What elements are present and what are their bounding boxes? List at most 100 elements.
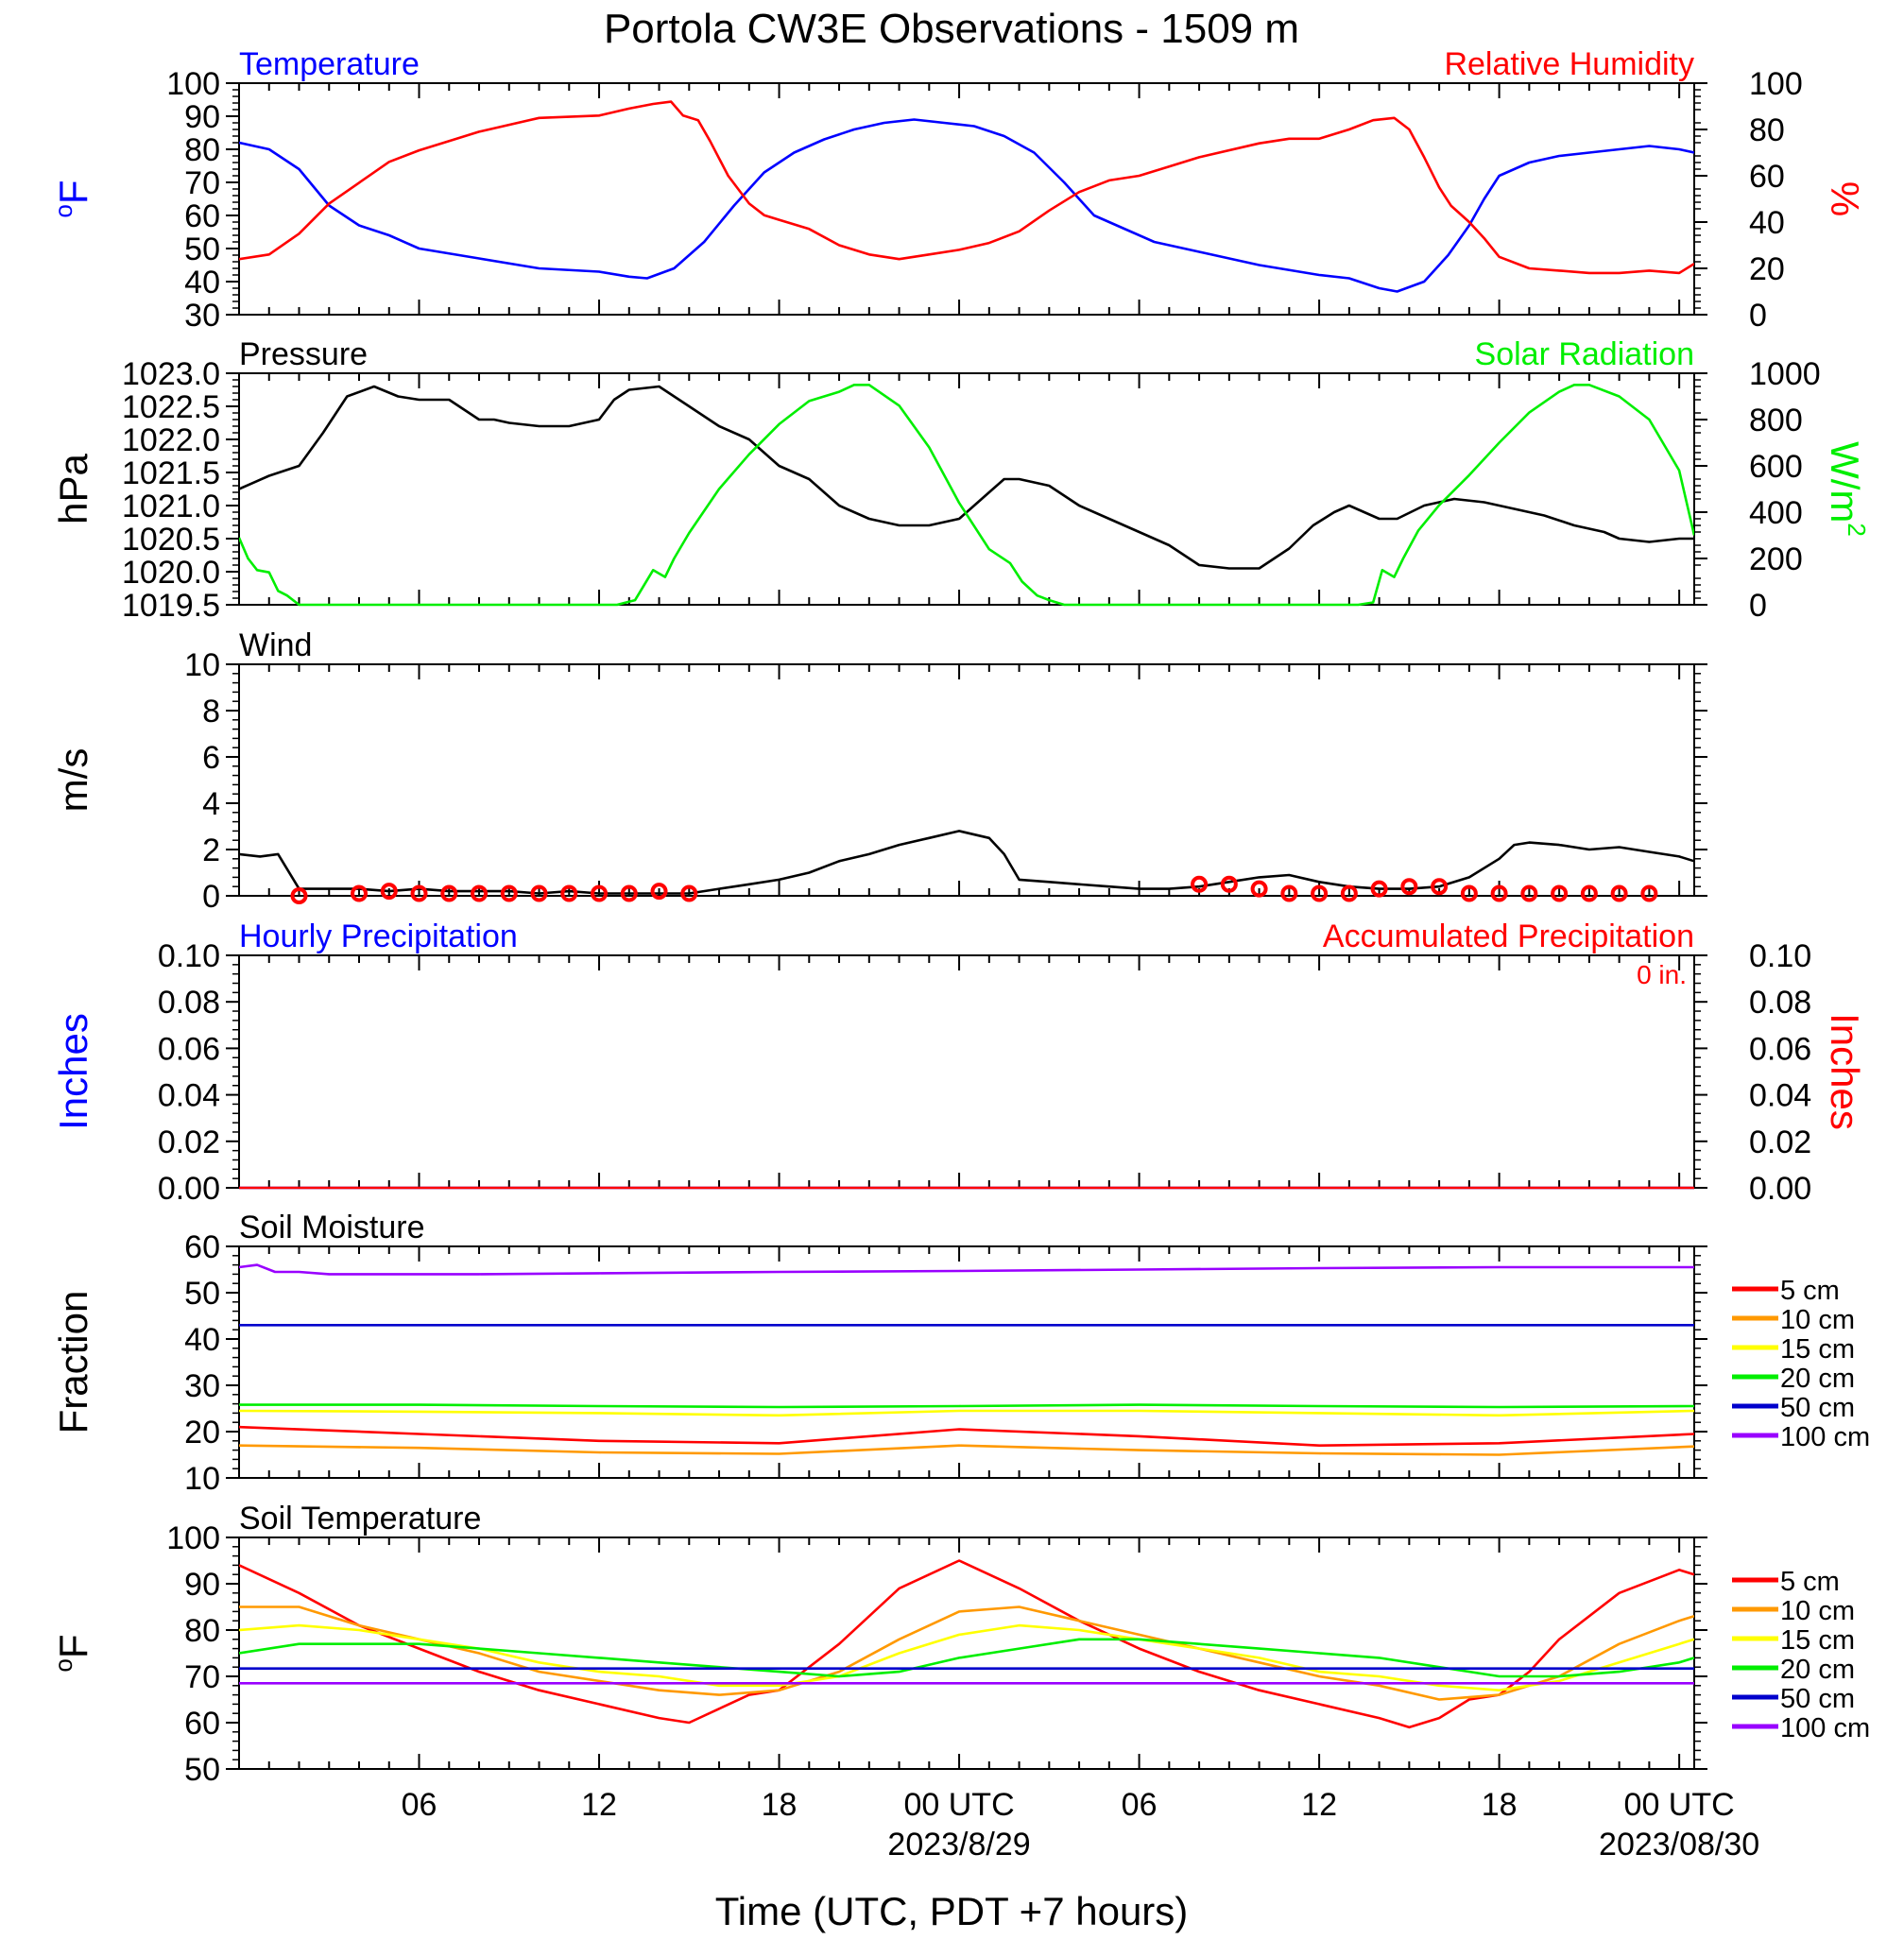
y-axis-label-left: oF <box>49 1634 95 1672</box>
panel-title-right: Solar Radiation <box>1475 336 1694 372</box>
calm-wind-marker <box>1551 884 1569 902</box>
series-line-20-cm <box>239 1638 1694 1678</box>
y-tick-label: 0.00 <box>158 1171 220 1207</box>
x-tick-label: 12 <box>1301 1787 1337 1823</box>
series-line-100-cm <box>239 1263 1694 1276</box>
panel-title-left: Hourly Precipitation <box>239 918 518 954</box>
calm-wind-marker <box>500 884 518 902</box>
series-line-5-cm <box>239 1425 1694 1447</box>
calm-wind-marker <box>530 884 548 902</box>
legend-label: 10 cm <box>1780 1596 1855 1626</box>
y-right-tick-label: 200 <box>1749 541 1803 577</box>
y-tick-label: 40 <box>184 1322 220 1358</box>
y-right-tick-label: 0 <box>1749 298 1767 334</box>
calm-wind-marker <box>1250 880 1268 898</box>
panel-wind: 0 2 4 6 8 10 Wind m/s <box>51 627 1707 915</box>
legend-label: 5 cm <box>1780 1276 1840 1306</box>
y-right-tick-label: 20 <box>1749 251 1785 287</box>
calm-wind-marker <box>351 884 369 902</box>
x-axis: 06 12 18 00 UTC 2023/8/29 06 12 18 00 UTC 2023/08… <box>402 1787 1760 1863</box>
x-tick-label: 00 UTC <box>1624 1787 1735 1823</box>
legend-label: 50 cm <box>1780 1393 1855 1423</box>
x-tick-label: 18 <box>762 1787 798 1823</box>
series-line-wind <box>239 830 1694 895</box>
calm-wind-marker <box>440 884 458 902</box>
x-date-label: 2023/08/30 <box>1599 1827 1759 1863</box>
y-tick-label: 1023.0 <box>122 356 220 392</box>
y-axis-label-right: % <box>1823 181 1867 216</box>
y-right-tick-label: 0.00 <box>1749 1171 1811 1207</box>
y-tick-label: 50 <box>184 1752 220 1788</box>
y-axis-label-left: oF <box>49 180 95 217</box>
precip-total-annotation: 0 in. <box>1637 960 1687 989</box>
calm-wind-marker <box>380 883 398 901</box>
series-line-10-cm <box>239 1444 1694 1456</box>
y-axis-label-left: m/s <box>51 748 95 813</box>
x-date-label: 2023/8/29 <box>887 1827 1030 1863</box>
x-axis-label: Time (UTC, PDT +7 hours) <box>715 1889 1189 1933</box>
y-tick-label: 40 <box>184 265 220 300</box>
y-tick-label: 90 <box>184 99 220 135</box>
y-right-tick-label: 1000 <box>1749 356 1821 392</box>
y-axis-label-right: W/m2 <box>1823 441 1871 537</box>
calm-wind-marker <box>1400 878 1418 896</box>
panel-title-left: Soil Moisture <box>239 1210 425 1245</box>
x-tick-label: 06 <box>402 1787 437 1823</box>
y-tick-label: 8 <box>202 694 220 730</box>
legend-label: 20 cm <box>1780 1655 1855 1685</box>
y-tick-label: 20 <box>184 1415 220 1451</box>
y-tick-label: 70 <box>184 165 220 201</box>
y-right-tick-label: 0.04 <box>1749 1078 1811 1114</box>
y-tick-label: 30 <box>184 298 220 334</box>
calm-wind-marker <box>1490 884 1508 902</box>
y-right-tick-label: 100 <box>1749 66 1803 102</box>
y-tick-label: 50 <box>184 1276 220 1312</box>
legend-label: 100 cm <box>1780 1422 1870 1452</box>
calm-wind-marker <box>620 884 638 902</box>
y-tick-label: 60 <box>184 1706 220 1742</box>
y-tick-label: 1021.0 <box>122 489 220 524</box>
calm-wind-marker <box>1580 884 1598 902</box>
y-tick-label: 2 <box>202 833 220 868</box>
y-axis-label-right: Inches <box>1823 1013 1867 1130</box>
y-tick-label: 80 <box>184 132 220 168</box>
panel-title-right: Accumulated Precipitation <box>1323 918 1694 954</box>
series-line-relative-humidity <box>239 100 1694 275</box>
y-tick-label: 0 <box>202 879 220 915</box>
calm-wind-marker <box>650 883 668 901</box>
panel-frame <box>238 954 1695 1189</box>
series-line-temperature <box>239 118 1694 293</box>
series-line-20-cm <box>239 1403 1694 1409</box>
calm-wind-marker <box>1311 884 1329 902</box>
panel-frame <box>238 372 1695 606</box>
y-tick-label: 10 <box>184 1461 220 1497</box>
y-tick-label: 100 <box>166 1520 220 1556</box>
calm-wind-marker <box>560 884 578 902</box>
y-tick-label: 60 <box>184 198 220 234</box>
y-tick-label: 10 <box>184 647 220 683</box>
y-right-tick-label: 0.02 <box>1749 1125 1811 1160</box>
y-right-tick-label: 40 <box>1749 205 1785 241</box>
panel-title-left: Wind <box>239 627 312 663</box>
panel-precip: 0.00 0.02 0.04 0.06 0.08 0.10 0.00 0.02 0.04 0.06… <box>51 918 1867 1207</box>
x-tick-label: 18 <box>1482 1787 1518 1823</box>
calm-wind-marker <box>410 884 428 902</box>
y-right-tick-label: 0.08 <box>1749 985 1811 1021</box>
y-tick-label: 90 <box>184 1567 220 1603</box>
y-tick-label: 1022.0 <box>122 422 220 458</box>
y-right-tick-label: 60 <box>1749 159 1785 195</box>
y-right-tick-label: 0 <box>1749 588 1767 624</box>
y-tick-label: 0.10 <box>158 938 220 974</box>
legend-label: 50 cm <box>1780 1684 1855 1714</box>
y-tick-label: 60 <box>184 1229 220 1265</box>
y-axis-label-left: Inches <box>51 1013 95 1130</box>
legend-label: 10 cm <box>1780 1305 1855 1335</box>
y-tick-label: 1019.5 <box>122 588 220 624</box>
calm-wind-marker <box>1431 878 1449 896</box>
y-tick-label: 4 <box>202 786 220 822</box>
series-line-solar-radiation <box>239 384 1694 607</box>
calm-wind-marker <box>1460 884 1478 902</box>
y-tick-label: 1022.5 <box>122 389 220 425</box>
y-right-tick-label: 600 <box>1749 449 1803 485</box>
